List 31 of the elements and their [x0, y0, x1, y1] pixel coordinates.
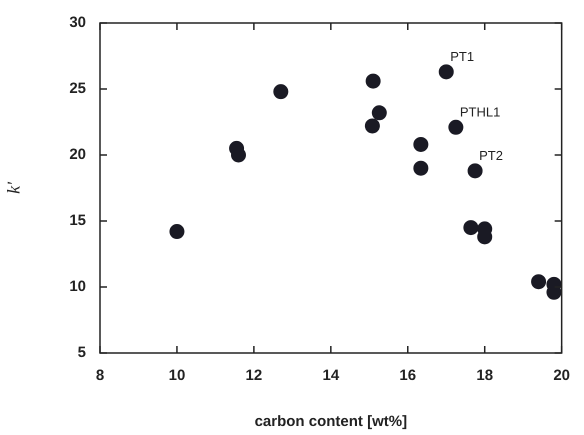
x-tick-label: 10	[168, 367, 186, 384]
point	[463, 220, 478, 236]
x-tick-label: 20	[553, 367, 570, 384]
point	[531, 274, 546, 290]
x-tick-label: 18	[476, 367, 494, 384]
point	[273, 84, 288, 100]
point	[448, 120, 464, 135]
x-axis-title: carbon content [wt%]	[254, 413, 408, 430]
y-tick-label: 25	[69, 80, 86, 98]
y-axis-title: k'	[4, 180, 24, 194]
point	[413, 136, 428, 152]
point	[364, 118, 380, 134]
annotation: PT2	[479, 148, 503, 163]
x-tick-label: 14	[322, 367, 340, 384]
annotation: PTHL1	[460, 104, 500, 120]
point	[468, 163, 483, 178]
y-tick-label: 15	[69, 212, 86, 230]
point	[366, 74, 381, 89]
point	[231, 148, 246, 162]
x-tick-label: 16	[399, 367, 416, 384]
y-tick-label: 30	[69, 14, 86, 32]
point	[169, 224, 184, 240]
point	[438, 64, 454, 80]
x-tick-label: 12	[246, 367, 262, 384]
point	[372, 105, 387, 120]
point	[413, 160, 428, 176]
y-tick-label: 10	[69, 278, 86, 296]
y-tick-label: 20	[69, 146, 86, 164]
x-tick-label: 8	[96, 367, 104, 384]
annotation: PT1	[450, 48, 474, 64]
y-tick-label: 5	[78, 344, 86, 362]
